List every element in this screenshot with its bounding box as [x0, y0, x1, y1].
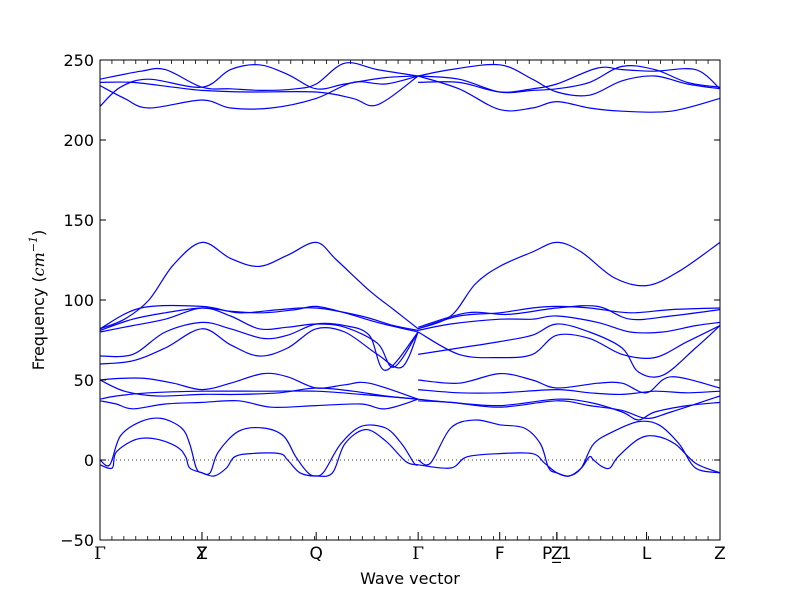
y-tick-label: 250: [63, 51, 94, 70]
x-tick-label: F: [495, 544, 505, 564]
band-line-26: [417, 305, 720, 330]
band-line-22: [418, 372, 720, 394]
x-tick-label: Y: [196, 544, 208, 564]
x-tick-label: Z: [714, 544, 726, 564]
band-line-7: [100, 326, 419, 369]
band-line-6: [100, 379, 419, 400]
band-line-25: [418, 315, 720, 334]
x-tick-label: P_1: [542, 544, 572, 564]
y-axis-label: Frequency (cm−1): [27, 230, 48, 371]
band-line-13: [100, 64, 419, 107]
band-line-10: [100, 305, 419, 333]
band-line-11: [100, 304, 419, 331]
y-axis-label-exp: −1: [27, 236, 40, 252]
band-line-14: [100, 62, 419, 92]
y-axis-ticks: −50 0 50 100 150 200 250: [60, 51, 720, 550]
band-line-21: [418, 388, 720, 396]
series-layer: [100, 62, 720, 477]
band-line-9: [100, 307, 419, 368]
y-axis-label-text: Frequency (: [29, 276, 48, 370]
band-line-32: [418, 65, 720, 94]
y-tick-label: −50: [60, 531, 94, 550]
band-line-12: [100, 241, 419, 330]
band-line-23: [418, 323, 720, 378]
band-line-15: [100, 75, 419, 110]
x-axis-label: Wave vector: [360, 569, 460, 588]
y-tick-label: 150: [63, 211, 94, 230]
x-tick-label: Γ: [94, 544, 106, 564]
x-tick-label: Q: [309, 544, 322, 564]
x-tick-label: Γ: [412, 544, 424, 564]
plot-frame: [99, 59, 721, 541]
x-tick-label: L: [642, 544, 652, 564]
y-tick-label: 50: [74, 371, 94, 390]
band-line-27: [417, 305, 720, 328]
band-line-20: [418, 395, 720, 420]
band-line-17: [417, 419, 720, 477]
band-line-18: [418, 435, 720, 477]
y-axis-label-close: ): [29, 230, 48, 236]
band-line-29: [418, 63, 720, 97]
x-tick-label: Z: [196, 544, 208, 564]
y-tick-label: 0: [84, 451, 94, 470]
band-line-28: [417, 241, 720, 330]
band-line-24: [417, 325, 720, 360]
x-tick-label: Z: [551, 544, 563, 564]
band-line-4: [100, 398, 419, 410]
band-line-31: [417, 75, 720, 113]
band-line-3: [100, 390, 419, 400]
band-line-2: [100, 428, 419, 477]
y-tick-label: 100: [63, 291, 94, 310]
band-line-1: [100, 417, 419, 477]
y-axis-label-unit: cm: [29, 252, 48, 276]
x-axis-ticks: Γ YZ Q Γ F P_1Z L Z: [94, 60, 726, 564]
band-line-8: [100, 321, 419, 372]
band-line-16: [100, 75, 419, 107]
band-line-19: [418, 398, 720, 421]
band-line-5: [100, 372, 419, 400]
band-line-30: [418, 66, 720, 93]
y-tick-label: 200: [63, 131, 94, 150]
